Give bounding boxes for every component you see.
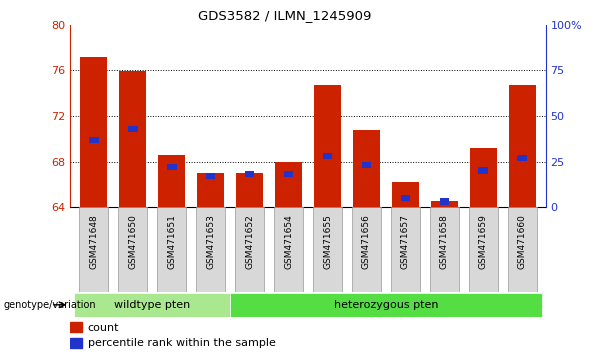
Bar — [479, 167, 488, 174]
Text: GSM471651: GSM471651 — [167, 214, 177, 269]
Bar — [167, 164, 177, 170]
Bar — [353, 130, 380, 207]
Bar — [470, 148, 497, 207]
Bar — [230, 293, 542, 317]
FancyBboxPatch shape — [469, 207, 498, 292]
Text: GSM471660: GSM471660 — [518, 214, 527, 269]
Text: GSM471650: GSM471650 — [128, 214, 137, 269]
Bar — [236, 173, 263, 207]
Text: GSM471655: GSM471655 — [323, 214, 332, 269]
Text: heterozygous pten: heterozygous pten — [333, 300, 438, 310]
Text: percentile rank within the sample: percentile rank within the sample — [88, 338, 275, 348]
Text: GSM471653: GSM471653 — [206, 214, 215, 269]
Bar — [70, 322, 82, 332]
Text: GSM471656: GSM471656 — [362, 214, 371, 269]
Bar — [206, 173, 215, 179]
FancyBboxPatch shape — [118, 207, 147, 292]
Bar — [431, 201, 458, 207]
Bar — [314, 85, 341, 207]
FancyBboxPatch shape — [158, 207, 186, 292]
Text: GSM471658: GSM471658 — [440, 214, 449, 269]
Bar — [509, 85, 536, 207]
FancyBboxPatch shape — [274, 207, 303, 292]
Bar — [284, 171, 294, 177]
Bar — [440, 199, 449, 205]
Text: GSM471659: GSM471659 — [479, 214, 488, 269]
FancyBboxPatch shape — [235, 207, 264, 292]
Text: genotype/variation: genotype/variation — [3, 300, 96, 310]
Bar — [128, 126, 137, 132]
Bar — [89, 137, 99, 143]
Bar — [275, 161, 302, 207]
FancyBboxPatch shape — [313, 207, 342, 292]
Bar — [392, 182, 419, 207]
FancyBboxPatch shape — [430, 207, 459, 292]
FancyBboxPatch shape — [80, 207, 109, 292]
FancyBboxPatch shape — [352, 207, 381, 292]
Text: GSM471648: GSM471648 — [89, 214, 98, 269]
Bar — [158, 155, 185, 207]
Text: GSM471654: GSM471654 — [284, 214, 293, 269]
Bar — [245, 171, 254, 177]
Bar — [80, 57, 107, 207]
FancyBboxPatch shape — [196, 207, 225, 292]
Bar — [517, 155, 527, 161]
Bar — [74, 293, 230, 317]
Bar — [401, 195, 410, 201]
Bar — [362, 162, 371, 168]
Text: count: count — [88, 322, 119, 332]
Bar — [197, 173, 224, 207]
Title: GDS3582 / ILMN_1245909: GDS3582 / ILMN_1245909 — [197, 9, 371, 22]
Bar — [70, 338, 82, 348]
FancyBboxPatch shape — [391, 207, 420, 292]
Text: wildtype pten: wildtype pten — [114, 300, 191, 310]
Bar — [119, 72, 147, 207]
Text: GSM471652: GSM471652 — [245, 214, 254, 269]
Text: GSM471657: GSM471657 — [401, 214, 410, 269]
Bar — [322, 153, 332, 159]
FancyBboxPatch shape — [508, 207, 536, 292]
